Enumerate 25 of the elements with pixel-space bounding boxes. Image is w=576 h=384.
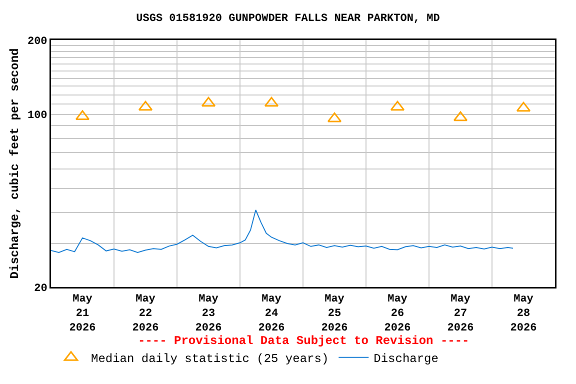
y-tick-label: 100	[27, 110, 48, 122]
x-tick-label: May 24 2026	[258, 294, 285, 334]
point	[138, 100, 153, 111]
point	[327, 112, 342, 122]
point	[264, 96, 279, 107]
chart-title: USGS 01581920 GUNPOWDER FALLS NEAR PARKTON, MD	[136, 13, 440, 26]
legend-label: Discharge	[374, 352, 438, 366]
point	[201, 96, 216, 107]
y-axis-title: Discharge, cubic feet per second	[8, 48, 22, 279]
point	[453, 111, 468, 122]
line-series	[51, 210, 514, 253]
x-tick-label: May 26 2026	[384, 294, 411, 334]
legend-label: Median daily statistic (25 years)	[91, 352, 329, 366]
text: ---- Provisional Data Subject to Revision ----	[138, 334, 470, 348]
y-tick-label: 200	[27, 36, 48, 48]
x-tick-label: May 22 2026	[132, 294, 159, 334]
y-tick-label: 20	[34, 282, 48, 295]
point	[390, 100, 405, 111]
x-tick-label: May 28 2026	[510, 294, 537, 334]
point	[75, 110, 90, 120]
x-tick-label: May 27 2026	[447, 294, 474, 334]
x-tick-label: May 25 2026	[321, 294, 348, 334]
point	[516, 102, 531, 112]
x-tick-label: May 21 2026	[69, 294, 96, 334]
x-tick-label: May 23 2026	[195, 294, 222, 334]
